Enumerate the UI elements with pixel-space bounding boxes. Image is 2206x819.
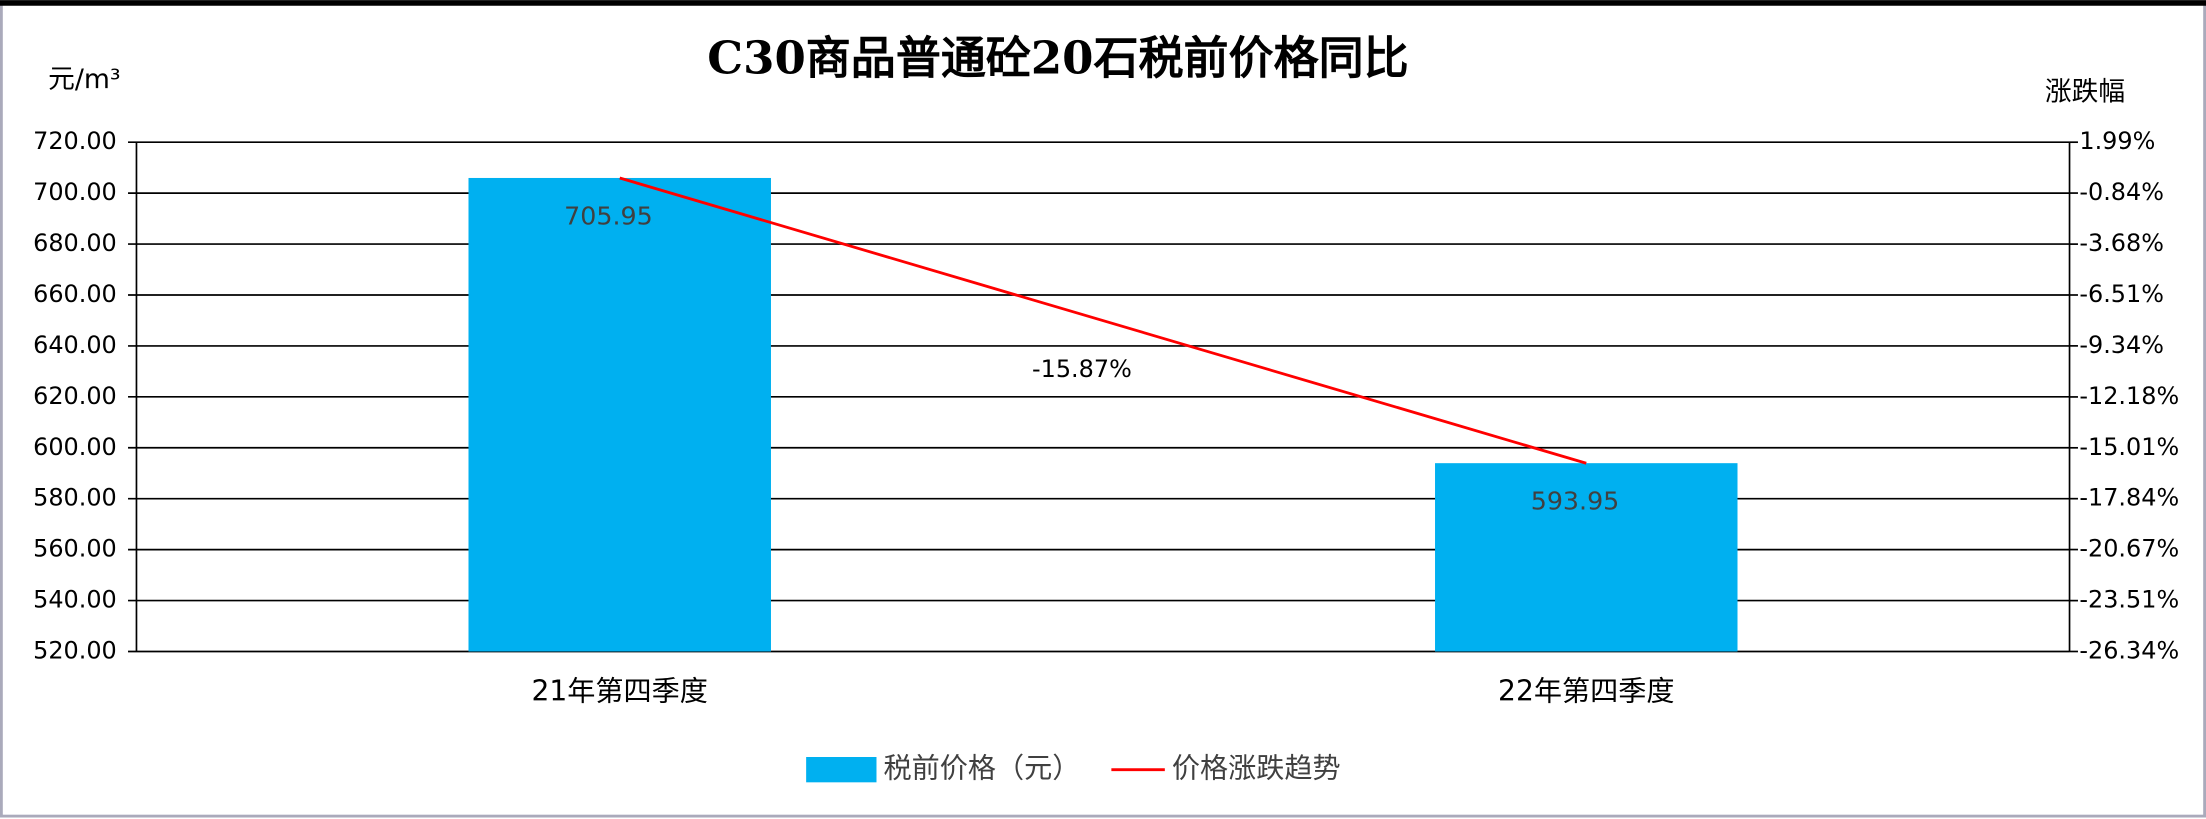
y2-tick-label: -26.34% [2079, 636, 2179, 664]
y-tick-label: 620.00 [33, 382, 117, 410]
chart-title: C30商品普通砼20石税前价格同比 [707, 31, 1408, 84]
x-tick-label: 21年第四季度 [532, 674, 708, 707]
y-tick-label: 720.00 [33, 127, 117, 155]
y-tick-label: 680.00 [33, 229, 117, 257]
bar [1435, 463, 1738, 652]
legend-label: 税前价格（元） [884, 752, 1081, 785]
y2-tick-label: -6.51% [2079, 280, 2164, 308]
y-tick-label: 700.00 [33, 178, 117, 206]
legend-label: 价格涨跌趋势 [1172, 752, 1341, 785]
y2-tick-label: -3.68% [2079, 229, 2164, 257]
y2-tick-label: 1.99% [2079, 127, 2155, 155]
y-tick-label: 600.00 [33, 433, 117, 461]
y2-tick-label: -9.34% [2079, 331, 2164, 359]
y2-tick-label: -15.01% [2079, 433, 2179, 461]
y2-tick-label: -17.84% [2079, 484, 2179, 512]
y-axis-label: 元/m³ [48, 64, 120, 95]
y-tick-label: 520.00 [33, 636, 117, 664]
x-tick-label: 22年第四季度 [1498, 674, 1674, 707]
y-tick-label: 640.00 [33, 331, 117, 359]
legend-swatch [806, 757, 877, 783]
y2-tick-label: -0.84% [2079, 178, 2164, 206]
line-value-label: -15.87% [1032, 355, 1132, 383]
y-tick-label: 660.00 [33, 280, 117, 308]
y2-axis-label: 涨跌幅 [2045, 76, 2125, 107]
y-tick-label: 560.00 [33, 535, 117, 563]
y2-tick-label: -20.67% [2079, 535, 2179, 563]
bar-value-label: 593.95 [1531, 486, 1620, 516]
trend-line [619, 176, 1587, 465]
y2-tick-label: -12.18% [2079, 382, 2179, 410]
bar [468, 177, 771, 652]
y-tick-label: 540.00 [33, 586, 117, 614]
bar-value-label: 705.95 [564, 200, 653, 230]
y-tick-label: 580.00 [33, 484, 117, 512]
y2-tick-label: -23.51% [2079, 586, 2179, 614]
